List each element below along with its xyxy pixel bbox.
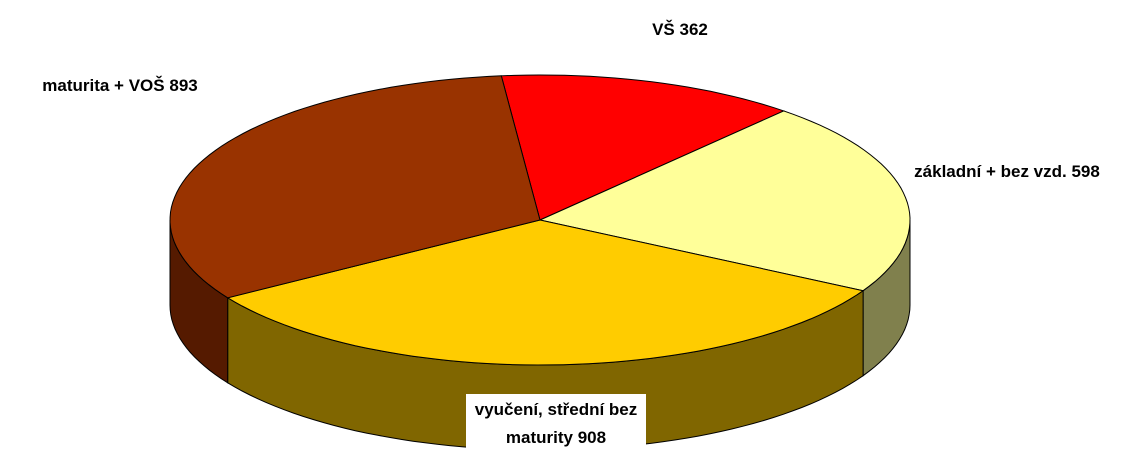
slice: [226, 219, 865, 366]
slice-label: maturita + VOŠ 893: [0, 72, 240, 100]
label-value: 908: [577, 428, 607, 447]
slice: [500, 74, 786, 221]
label-name: VŠ: [652, 20, 675, 39]
label-name: maturita + VOŠ: [42, 76, 165, 95]
slice-label: VŠ 362: [600, 16, 760, 44]
slice: [538, 110, 911, 292]
slice-label: vyučení, střední bez maturity 908: [466, 394, 646, 454]
label-value: 893: [169, 76, 198, 95]
label-value: 362: [679, 20, 708, 39]
label-value: 598: [1071, 162, 1100, 181]
label-name: vyučení, střední bez maturity: [474, 400, 638, 447]
slice: [169, 75, 541, 299]
label-name: základní + bez vzd.: [914, 162, 1067, 181]
slice-label: základní + bez vzd. 598: [912, 158, 1102, 186]
